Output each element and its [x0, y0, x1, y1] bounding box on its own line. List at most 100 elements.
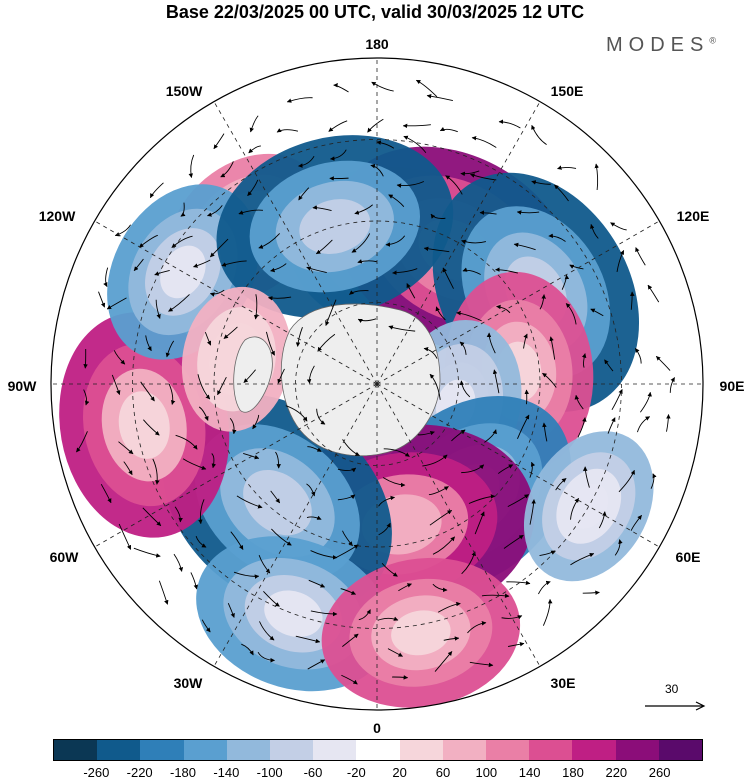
colorbar-tick-label: -260: [83, 765, 110, 780]
wind-arrow: [549, 336, 556, 360]
colorbar-tick-label: 20: [392, 765, 407, 780]
wind-arrow: [259, 621, 275, 641]
wind-arrow: [138, 234, 158, 248]
wind-arrow: [385, 235, 406, 247]
wind-arrow: [152, 458, 160, 485]
wind-arrow: [265, 331, 275, 356]
wind-arrow: [456, 310, 482, 322]
wind-arrow: [506, 580, 531, 586]
wind-arrow: [310, 610, 338, 617]
wind-arrow: [565, 303, 577, 325]
wind-arrow: [415, 79, 438, 98]
meridian-line: [213, 383, 378, 667]
wind-arrow: [517, 414, 530, 439]
lon-label-60e: 60E: [675, 549, 701, 565]
wind-arrow: [201, 619, 211, 633]
anomaly-contour: [391, 610, 451, 656]
wind-arrow: [349, 290, 369, 295]
wind-arrow: [383, 448, 410, 457]
wind-arrow: [459, 341, 467, 355]
anomaly-contour: [299, 199, 371, 254]
wind-arrow: [103, 267, 109, 288]
wind-arrow: [434, 651, 453, 672]
wind-arrow: [342, 633, 359, 647]
reference-vector-arrow: [645, 701, 706, 711]
wind-arrow: [210, 238, 229, 258]
wind-arrow: [123, 461, 133, 476]
lon-label-0: 0: [373, 720, 381, 736]
wind-arrow: [233, 571, 260, 579]
wind-arrow: [497, 464, 514, 474]
wind-arrow: [435, 306, 446, 321]
colorbar-tick-label: 60: [435, 765, 451, 780]
wind-arrow: [495, 267, 518, 274]
wind-arrow: [481, 593, 510, 599]
wind-arrow: [469, 661, 494, 668]
wind-arrow: [539, 550, 556, 557]
wind-arrow: [337, 494, 356, 501]
wind-arrow: [286, 97, 313, 103]
meridian-line: [94, 220, 378, 385]
wind-arrow: [306, 515, 322, 520]
lon-label-30e: 30E: [550, 675, 576, 691]
wind-arrow: [426, 94, 453, 102]
wind-arrow: [548, 233, 566, 242]
wind-arrow: [83, 389, 90, 406]
lon-label-150w: 150W: [165, 83, 203, 99]
wind-arrow: [486, 332, 496, 354]
colorbar-tick-label: 140: [518, 765, 541, 780]
wind-arrow: [236, 495, 263, 509]
lon-label-30w: 30W: [173, 675, 203, 691]
land-polar: [233, 303, 441, 457]
colorbar-tick-label: 260: [648, 765, 671, 780]
colorbar-segment: [486, 740, 530, 760]
wind-arrow: [171, 235, 193, 248]
wind-arrow: [378, 495, 396, 507]
wind-arrow: [422, 454, 448, 467]
wind-arrow: [498, 119, 521, 129]
wind-arrow: [298, 155, 315, 168]
wind-arrow: [616, 250, 625, 273]
wind-arrow: [334, 544, 359, 559]
wind-arrow: [582, 590, 600, 595]
reference-vector-label: 30: [665, 682, 679, 696]
meridian-line: [376, 383, 541, 667]
wind-arrow: [376, 140, 395, 149]
wind-arrow: [155, 299, 161, 319]
wind-arrow: [133, 258, 144, 272]
wind-arrow: [308, 579, 326, 588]
wind-arrow: [229, 418, 237, 435]
wind-arrow: [111, 374, 121, 395]
wind-arrow: [555, 478, 567, 491]
wind-arrow: [140, 381, 155, 402]
lon-label-120e: 120E: [676, 208, 710, 224]
wind-arrow: [118, 441, 134, 455]
meridian-line: [213, 101, 378, 385]
colorbar-segment: [183, 740, 227, 760]
wind-arrow: [106, 297, 127, 310]
wind-arrow: [258, 233, 281, 249]
meridian-line: [94, 383, 378, 548]
wind-arrow: [539, 294, 546, 310]
wind-arrow: [459, 380, 471, 398]
colorbar: [53, 739, 703, 761]
wind-arrow: [570, 497, 580, 520]
wind-arrow: [429, 373, 441, 400]
colorbar-tick-label: 220: [605, 765, 628, 780]
wind-arrow: [484, 429, 497, 443]
wind-arrow: [542, 598, 553, 626]
wind-arrow: [650, 473, 657, 489]
wind-arrow: [529, 461, 536, 478]
lon-label-180: 180: [365, 36, 389, 52]
wind-arrow: [113, 350, 126, 365]
wind-arrow: [275, 451, 281, 469]
wind-arrow: [496, 304, 511, 314]
wind-arrow: [285, 405, 308, 422]
wind-arrow: [168, 294, 190, 312]
wind-arrow: [523, 333, 528, 349]
wind-arrow: [392, 268, 418, 275]
wind-arrow: [277, 368, 285, 384]
wind-arrow: [542, 372, 557, 388]
wind-arrow: [388, 194, 405, 208]
wind-arrow: [209, 289, 225, 297]
